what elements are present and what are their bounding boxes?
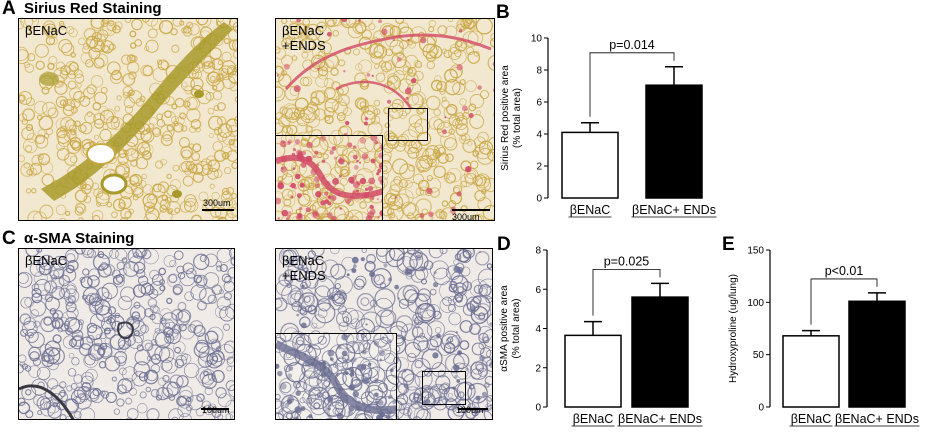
category-label: βENaC+ ENDs bbox=[632, 203, 716, 217]
y-tick-label: 2 bbox=[536, 162, 542, 173]
zoom-inset bbox=[276, 333, 397, 419]
chart-svg: 0 2 4 6 8 αSMA positive area(% total area) βEN… bbox=[499, 246, 703, 427]
zoom-inset bbox=[276, 135, 383, 220]
chart-hydroxyproline: 0 50 100 150 Hydroxyproline (ug/lung) βENaC βE… bbox=[728, 238, 941, 434]
y-axis-label: Sirius Red positive area(% total area) bbox=[500, 65, 523, 171]
chart-sirius-red-area: 0 2 4 6 8 10 Sirius Red positive area(% total … bbox=[500, 10, 740, 222]
micrograph-sma-enac-ends: βENaC +ENDS 100um bbox=[275, 248, 493, 420]
scale-label: 300um bbox=[203, 198, 231, 208]
chart-asma-area: 0 2 4 6 8 αSMA positive area(% total area) βEN… bbox=[499, 238, 720, 434]
micrograph-sirius-enac-ends: βENaC +ENDS 300um bbox=[275, 18, 495, 221]
panel-title-alpha-sma: α-SMA Staining bbox=[24, 230, 135, 247]
sma-tissue-image bbox=[19, 249, 234, 419]
chart-svg: 0 50 100 150 Hydroxyproline (ug/lung) βENaC βE… bbox=[728, 246, 920, 427]
category-label: βENaC bbox=[570, 203, 611, 217]
bar bbox=[561, 131, 619, 199]
scale-label: 300um bbox=[452, 212, 480, 221]
scale-bar bbox=[201, 408, 229, 410]
y-tick-label: 100 bbox=[747, 298, 764, 309]
y-tick-label: 6 bbox=[536, 98, 542, 109]
panel-letter-a: A bbox=[2, 0, 16, 19]
image-label: βENaC bbox=[25, 23, 68, 38]
chart-svg: 0 2 4 6 8 10 Sirius Red positive area(% total … bbox=[500, 34, 717, 218]
image-label: βENaC bbox=[25, 253, 68, 268]
alveolar-mesh bbox=[276, 136, 382, 220]
roi-box bbox=[422, 371, 466, 405]
y-axis-label: αSMA positive area(% total area) bbox=[499, 285, 522, 372]
y-tick-label: 8 bbox=[536, 66, 542, 77]
scale-bar bbox=[452, 209, 490, 211]
bar bbox=[645, 84, 703, 199]
micrograph-sma-enac: βENaC 100um bbox=[18, 248, 235, 420]
significance-bracket bbox=[589, 52, 675, 117]
inset-image bbox=[276, 136, 382, 220]
sirius-tissue-image bbox=[19, 19, 237, 220]
micrograph-sirius-enac: βENaC 300um bbox=[18, 18, 238, 221]
scale-bar bbox=[202, 209, 234, 211]
y-tick-label: 8 bbox=[535, 246, 541, 257]
bar bbox=[631, 296, 689, 408]
panel-letter-d: D bbox=[497, 234, 511, 255]
scale-label: 100um bbox=[202, 405, 230, 415]
bar bbox=[564, 334, 622, 408]
panel-letter-b: B bbox=[496, 2, 510, 23]
alveolar-mesh bbox=[19, 249, 234, 419]
y-tick-label: 4 bbox=[535, 324, 541, 335]
bar bbox=[782, 335, 840, 408]
panel-letter-e: E bbox=[722, 234, 735, 255]
y-tick-label: 2 bbox=[535, 363, 541, 374]
y-tick-label: 0 bbox=[535, 403, 541, 414]
significance-bracket bbox=[810, 278, 878, 325]
image-label: βENaC +ENDS bbox=[282, 253, 326, 283]
roi-box bbox=[388, 108, 428, 141]
panel-title-sirius-red: Sirius Red Staining bbox=[24, 0, 162, 17]
p-value-label: p<0.01 bbox=[825, 264, 864, 278]
category-label: βENaC+ ENDs bbox=[618, 412, 702, 426]
y-tick-label: 0 bbox=[536, 194, 542, 205]
category-label: βENaC bbox=[573, 412, 614, 426]
significance-bracket bbox=[592, 268, 661, 316]
y-tick-label: 150 bbox=[747, 246, 764, 257]
y-tick-label: 0 bbox=[758, 403, 764, 414]
category-label: βENaC bbox=[791, 412, 832, 426]
y-tick-label: 50 bbox=[753, 350, 765, 361]
scale-label: 100um bbox=[456, 405, 484, 415]
y-tick-label: 10 bbox=[531, 34, 543, 45]
panel-letter-c: C bbox=[2, 228, 16, 249]
image-label: βENaC +ENDS bbox=[282, 23, 326, 53]
y-axis-label: Hydroxyproline (ug/lung) bbox=[728, 274, 739, 383]
category-label: βENaC+ ENDs bbox=[835, 412, 919, 426]
inset-image bbox=[276, 334, 396, 419]
scale-bar bbox=[458, 408, 488, 410]
p-value-label: p=0.025 bbox=[604, 254, 650, 268]
p-value-label: p=0.014 bbox=[609, 38, 655, 52]
y-tick-label: 6 bbox=[535, 285, 541, 296]
y-tick-label: 4 bbox=[536, 130, 542, 141]
bar bbox=[848, 300, 906, 408]
